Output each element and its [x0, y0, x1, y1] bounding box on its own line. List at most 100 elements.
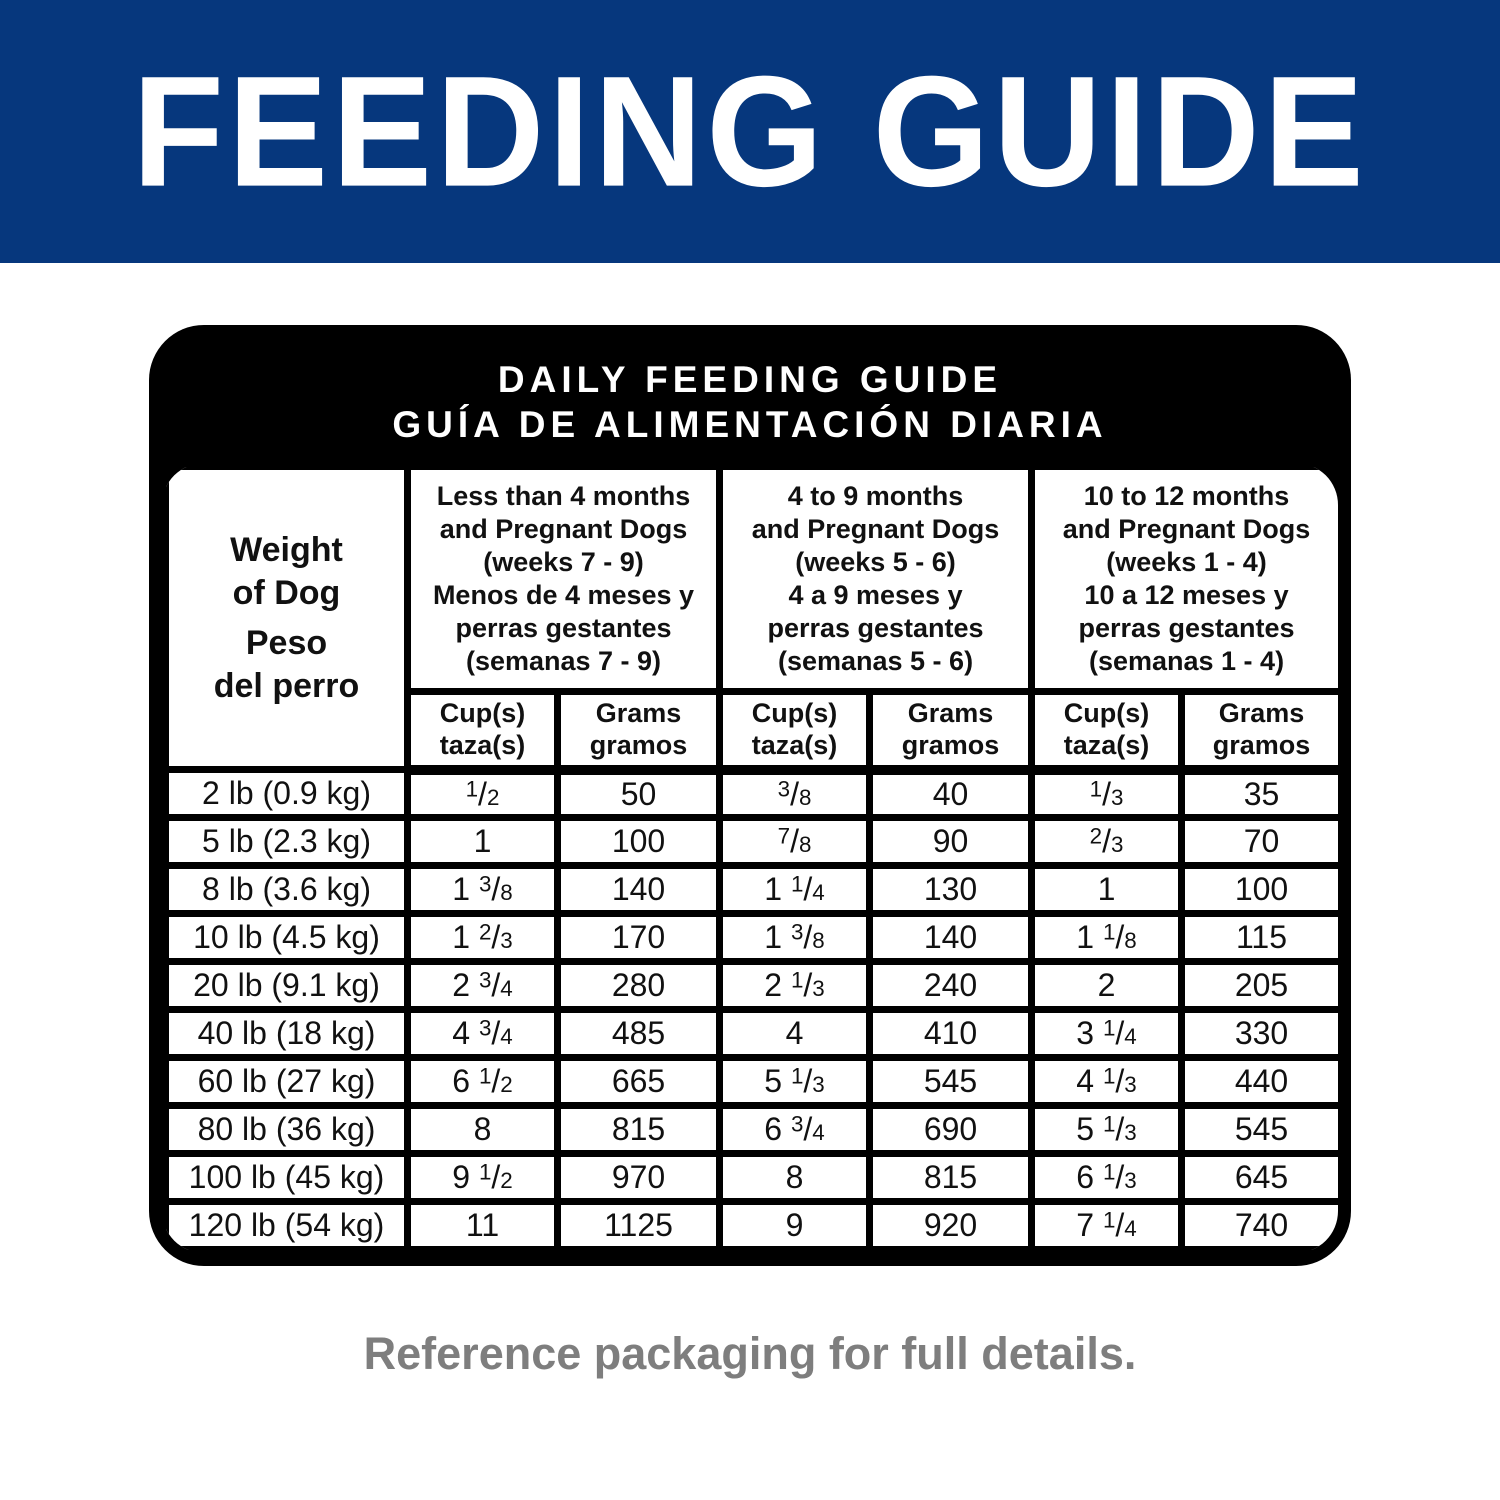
weight-cell: 5 lb (2.3 kg): [162, 814, 411, 870]
grams-cell: 970: [553, 1150, 724, 1206]
grams-cell: 130: [866, 862, 1036, 918]
grams-cell: 280: [553, 958, 724, 1014]
feeding-table-wrapper: Weight of Dog Peso del perro Less than 4…: [162, 463, 1338, 1254]
group-header-10-to-12-months: 10 to 12 months and Pregnant Dogs (weeks…: [1028, 463, 1338, 696]
group-header-row: Weight of Dog Peso del perro Less than 4…: [162, 463, 1338, 774]
cups-cell: 1 2/3: [404, 910, 561, 966]
cups-cell: 1 3/8: [716, 910, 874, 966]
grams-cell: 50: [553, 766, 724, 822]
cups-cell: 2 1/3: [716, 958, 874, 1014]
weight-header-en: Weight of Dog: [230, 531, 343, 612]
grams-cell: 100: [1178, 862, 1338, 918]
table-row: 5 lb (2.3 kg) 1 100 7/8 90 2/3 70: [162, 814, 1338, 870]
grams-header-2: Grams gramos: [866, 688, 1036, 775]
weight-cell: 40 lb (18 kg): [162, 1006, 411, 1062]
cups-cell: 7/8: [716, 814, 874, 870]
cups-cell: 1: [404, 814, 561, 870]
grams-cell: 115: [1178, 910, 1338, 966]
table-row: 10 lb (4.5 kg) 1 2/3 170 1 3/8 140 1 1/8 115: [162, 910, 1338, 966]
table-row: 60 lb (27 kg) 6 1/2 665 5 1/3 545 4 1/3 440: [162, 1054, 1338, 1110]
cups-cell: 9 1/2: [404, 1150, 561, 1206]
grams-cell: 240: [866, 958, 1036, 1014]
group-header-less-than-4-months: Less than 4 months and Pregnant Dogs (we…: [403, 463, 724, 696]
cups-cell: 5 1/3: [716, 1054, 874, 1110]
grams-cell: 485: [553, 1006, 724, 1062]
feeding-guide-banner: FEEDING GUIDE: [0, 0, 1500, 263]
cups-cell: 1/2: [404, 766, 561, 822]
grams-cell: 920: [866, 1198, 1036, 1254]
grams-cell: 100: [553, 814, 724, 870]
table-row: 20 lb (9.1 kg) 2 3/4 280 2 1/3 240 2 205: [162, 958, 1338, 1014]
cups-cell: 6 1/2: [404, 1054, 561, 1110]
weight-cell: 8 lb (3.6 kg): [162, 862, 411, 918]
feeding-table: Weight of Dog Peso del perro Less than 4…: [162, 463, 1338, 1254]
cups-header-2: Cup(s) taza(s): [716, 688, 874, 775]
grams-cell: 40: [866, 766, 1036, 822]
cups-cell: 1 1/8: [1028, 910, 1186, 966]
weight-cell: 10 lb (4.5 kg): [162, 910, 411, 966]
grams-cell: 170: [553, 910, 724, 966]
feeding-table-body: 2 lb (0.9 kg) 1/2 50 3/8 40 1/3 35 5 lb (2.3 kg…: [162, 766, 1338, 1254]
cups-cell: 3 1/4: [1028, 1006, 1186, 1062]
weight-cell: 100 lb (45 kg): [162, 1150, 411, 1206]
group2-label-en: 4 to 9 months and Pregnant Dogs (weeks 5…: [751, 481, 1000, 578]
grams-cell: 645: [1178, 1150, 1338, 1206]
table-row: 2 lb (0.9 kg) 1/2 50 3/8 40 1/3 35: [162, 766, 1338, 822]
grams-header-3: Grams gramos: [1178, 688, 1338, 775]
cups-header-1: Cup(s) taza(s): [404, 688, 561, 775]
grams-cell: 815: [866, 1150, 1036, 1206]
grams-cell: 140: [553, 862, 724, 918]
daily-feeding-guide-card: DAILY FEEDING GUIDE GUÍA DE ALIMENTACIÓN…: [149, 325, 1351, 1267]
sub-header-row: Cup(s) taza(s) Grams gramos Cup(s) taza(…: [166, 688, 1338, 775]
table-row: 40 lb (18 kg) 4 3/4 485 4 410 3 1/4 330: [162, 1006, 1338, 1062]
cups-cell: 3/8: [716, 766, 874, 822]
group1-label-en: Less than 4 months and Pregnant Dogs (we…: [436, 481, 691, 578]
weight-cell: 60 lb (27 kg): [162, 1054, 411, 1110]
group1-label-es: Menos de 4 meses y perras gestantes (sem…: [432, 580, 695, 677]
cups-cell: 6 1/3: [1028, 1150, 1186, 1206]
grams-cell: 90: [866, 814, 1036, 870]
cups-cell: 4 3/4: [404, 1006, 561, 1062]
cups-cell: 1 1/4: [716, 862, 874, 918]
group3-label-en: 10 to 12 months and Pregnant Dogs (weeks…: [1062, 481, 1311, 578]
cups-cell: 2 3/4: [404, 958, 561, 1014]
cups-cell: 2/3: [1028, 814, 1186, 870]
weight-of-dog-header: Weight of Dog Peso del perro: [162, 463, 411, 774]
grams-cell: 665: [553, 1054, 724, 1110]
cups-cell: 9: [716, 1198, 874, 1254]
cups-cell: 8: [404, 1102, 561, 1158]
table-row: 100 lb (45 kg) 9 1/2 970 8 815 6 1/3 645: [162, 1150, 1338, 1206]
table-row: 120 lb (54 kg) 11 1125 9 920 7 1/4 740: [162, 1198, 1338, 1254]
grams-cell: 205: [1178, 958, 1338, 1014]
cups-cell: 2: [1028, 958, 1186, 1014]
weight-cell: 20 lb (9.1 kg): [162, 958, 411, 1014]
cups-cell: 6 3/4: [716, 1102, 874, 1158]
cups-cell: 11: [404, 1198, 561, 1254]
grams-cell: 35: [1178, 766, 1338, 822]
grams-header-1: Grams gramos: [553, 688, 724, 775]
grams-cell: 545: [866, 1054, 1036, 1110]
table-row: 8 lb (3.6 kg) 1 3/8 140 1 1/4 130 1 100: [162, 862, 1338, 918]
weight-cell: 120 lb (54 kg): [162, 1198, 411, 1254]
banner-title: FEEDING GUIDE: [132, 42, 1368, 220]
weight-header-es: Peso del perro: [213, 624, 360, 705]
cups-cell: 5 1/3: [1028, 1102, 1186, 1158]
grams-cell: 70: [1178, 814, 1338, 870]
grams-cell: 140: [866, 910, 1036, 966]
grams-cell: 330: [1178, 1006, 1338, 1062]
grams-cell: 740: [1178, 1198, 1338, 1254]
cups-cell: 1/3: [1028, 766, 1186, 822]
grams-cell: 690: [866, 1102, 1036, 1158]
cups-header-3: Cup(s) taza(s): [1028, 688, 1186, 775]
grams-cell: 1125: [553, 1198, 724, 1254]
weight-cell: 80 lb (36 kg): [162, 1102, 411, 1158]
group3-label-es: 10 a 12 meses y perras gestantes (semana…: [1078, 580, 1295, 677]
cups-cell: 1: [1028, 862, 1186, 918]
cups-cell: 7 1/4: [1028, 1198, 1186, 1254]
group2-label-es: 4 a 9 meses y perras gestantes (semanas …: [767, 580, 984, 677]
grams-cell: 410: [866, 1006, 1036, 1062]
grams-cell: 815: [553, 1102, 724, 1158]
cups-cell: 8: [716, 1150, 874, 1206]
grams-cell: 440: [1178, 1054, 1338, 1110]
group-header-4-to-9-months: 4 to 9 months and Pregnant Dogs (weeks 5…: [716, 463, 1036, 696]
